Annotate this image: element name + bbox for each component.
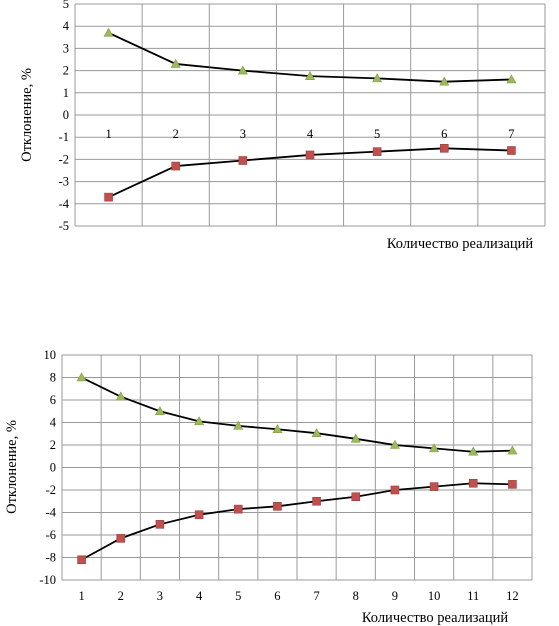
y-tick-label: -4 bbox=[59, 197, 70, 211]
y-tick-label: 5 bbox=[63, 0, 69, 11]
y-tick-label: -3 bbox=[59, 175, 69, 189]
x-tick-label: 7 bbox=[313, 589, 319, 603]
y-tick-label: -5 bbox=[59, 219, 69, 233]
x-axis-title: Количество реализаций bbox=[362, 610, 509, 626]
data-point-square bbox=[116, 534, 126, 543]
data-point-square bbox=[468, 478, 478, 488]
x-tick-label: 3 bbox=[157, 589, 163, 603]
y-tick-label: -8 bbox=[46, 551, 56, 565]
y-tick-label: -10 bbox=[39, 573, 56, 587]
x-tick-label: 10 bbox=[428, 589, 441, 603]
x-tick-label: 7 bbox=[508, 127, 514, 141]
y-tick-label: 0 bbox=[63, 108, 69, 122]
y-tick-label: 6 bbox=[50, 393, 56, 407]
data-point-square bbox=[507, 146, 516, 155]
x-tick-label: 12 bbox=[506, 589, 519, 603]
data-point-square bbox=[171, 161, 181, 171]
x-tick-label: 6 bbox=[441, 127, 447, 141]
y-tick-label: 1 bbox=[63, 86, 69, 100]
data-point-square bbox=[508, 480, 517, 489]
data-point-square bbox=[155, 520, 165, 529]
x-tick-label: 1 bbox=[78, 589, 84, 603]
y-tick-label: -1 bbox=[59, 130, 69, 144]
data-point-triangle bbox=[170, 58, 181, 68]
y-axis-title: Отклонение, % bbox=[19, 68, 35, 162]
data-point-triangle bbox=[350, 433, 361, 443]
data-point-square bbox=[238, 156, 248, 165]
y-tick-label: 2 bbox=[63, 64, 69, 78]
y-tick-label: -6 bbox=[46, 528, 56, 542]
data-point-square bbox=[390, 485, 400, 495]
x-tick-label: 4 bbox=[307, 127, 314, 141]
x-tick-label: 5 bbox=[374, 127, 380, 141]
data-point-square bbox=[439, 144, 449, 153]
y-tick-label: 2 bbox=[50, 438, 56, 452]
y-tick-label: 4 bbox=[63, 19, 70, 33]
y-tick-label: -4 bbox=[46, 506, 57, 520]
y-tick-label: 8 bbox=[50, 371, 56, 385]
data-point-square bbox=[77, 555, 86, 565]
data-point-triangle bbox=[311, 428, 322, 437]
x-tick-label: 6 bbox=[274, 589, 280, 603]
series-line-1 bbox=[81, 376, 513, 453]
x-tick-label: 2 bbox=[118, 589, 124, 603]
x-tick-label: 8 bbox=[353, 589, 359, 603]
data-point-triangle bbox=[506, 74, 517, 84]
data-point-square bbox=[233, 504, 243, 514]
x-tick-label: 2 bbox=[173, 127, 179, 141]
data-point-triangle bbox=[76, 372, 87, 382]
y-tick-label: 3 bbox=[63, 41, 69, 55]
x-tick-label: 9 bbox=[392, 589, 398, 603]
data-point-square bbox=[104, 192, 113, 202]
y-tick-label: 0 bbox=[50, 461, 56, 475]
data-point-triangle bbox=[154, 406, 165, 416]
x-tick-label: 4 bbox=[196, 589, 203, 603]
x-tick-label: 1 bbox=[105, 127, 111, 141]
data-point-triangle bbox=[103, 27, 114, 37]
data-point-square bbox=[305, 150, 315, 160]
data-point-triangle bbox=[237, 65, 248, 75]
data-point-triangle bbox=[304, 71, 316, 80]
data-point-square bbox=[194, 510, 204, 520]
data-point-triangle bbox=[372, 73, 383, 83]
y-tick-label: -2 bbox=[46, 483, 56, 497]
data-point-triangle bbox=[115, 391, 126, 401]
y-tick-label: -2 bbox=[59, 152, 69, 166]
data-point-triangle bbox=[233, 420, 244, 430]
y-tick-label: 4 bbox=[50, 416, 57, 430]
y-axis-title: Отклонение, % bbox=[4, 420, 20, 514]
data-point-triangle bbox=[468, 446, 479, 456]
data-point-square bbox=[372, 147, 382, 156]
data-point-square bbox=[312, 496, 321, 506]
x-tick-label: 3 bbox=[240, 127, 246, 141]
x-tick-label: 11 bbox=[467, 589, 479, 603]
data-point-triangle bbox=[439, 76, 450, 86]
y-tick-label: 10 bbox=[44, 348, 57, 362]
data-point-square bbox=[429, 482, 439, 491]
data-point-triangle bbox=[507, 445, 518, 455]
series-line-2 bbox=[81, 482, 513, 561]
data-point-square bbox=[273, 502, 282, 511]
chart-1: -5 -4 -3 -2 -1 0 1 2 3 4 5 1 2 3 4 5 6 7 Количество реализ… bbox=[19, 0, 546, 252]
data-point-triangle bbox=[194, 416, 205, 426]
data-point-triangle bbox=[429, 443, 440, 453]
data-point-triangle bbox=[272, 424, 283, 434]
x-tick-label: 5 bbox=[235, 589, 241, 603]
data-point-square bbox=[351, 492, 361, 502]
x-axis-title: Количество реализаций bbox=[387, 236, 534, 252]
data-point-triangle bbox=[389, 439, 400, 449]
